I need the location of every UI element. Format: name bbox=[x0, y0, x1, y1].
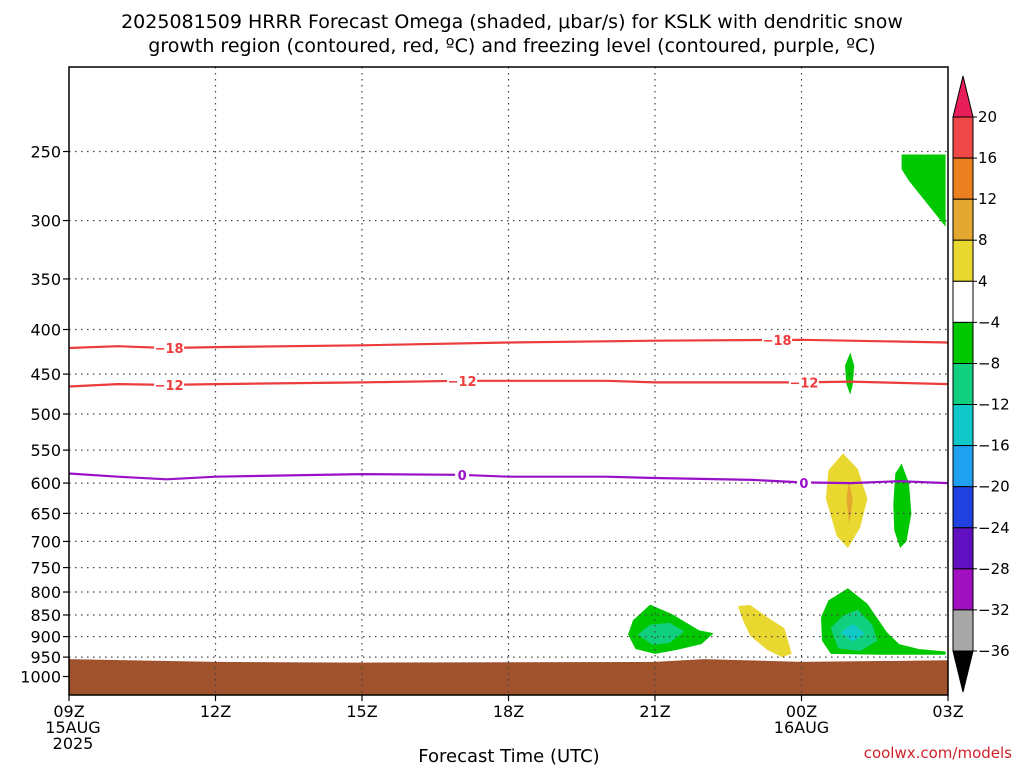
colorbar-label-5: −4 bbox=[978, 313, 1000, 331]
contour-label--18-1: −18 bbox=[763, 334, 792, 349]
omega-region-6 bbox=[637, 622, 685, 645]
x-tick-label-12-1: 21Z bbox=[639, 702, 670, 721]
x-tick-label-6-1: 15Z bbox=[346, 702, 377, 721]
y-tick-label-750: 750 bbox=[30, 559, 61, 578]
colorbar-label-13: −36 bbox=[978, 642, 1010, 660]
colorbar-label-6: −8 bbox=[978, 355, 1000, 373]
contour-label-bg-0-1 bbox=[796, 475, 811, 491]
contour-label-bg--12-1 bbox=[447, 372, 478, 388]
x-axis-label: Forecast Time (UTC) bbox=[418, 746, 599, 767]
colorbar: 20 16 12 8 4 −4 −8 −12 −16 −20 −24 −28 −32 −36 bbox=[952, 75, 1010, 693]
colorbar-label-8: −16 bbox=[978, 437, 1010, 455]
colorbar-label-0: 20 bbox=[978, 108, 997, 126]
colorbar-box-13 bbox=[952, 609, 974, 652]
omega-region-3 bbox=[846, 481, 853, 525]
y-tick-label-950: 950 bbox=[30, 648, 61, 667]
x-tick-label-18-1: 03Z bbox=[932, 702, 963, 721]
x-tick-label-0-3: 2025 bbox=[53, 734, 94, 753]
y-tick-label-900: 900 bbox=[30, 628, 61, 647]
contour-line--18 bbox=[68, 338, 949, 350]
colorbar-label-10: −24 bbox=[978, 519, 1010, 537]
y-tick-label-550: 550 bbox=[30, 441, 61, 460]
omega-region-0 bbox=[901, 154, 946, 227]
colorbar-top-triangle bbox=[952, 75, 974, 118]
colorbar-box-6 bbox=[952, 321, 974, 364]
x-tick-label-15-1: 00Z bbox=[786, 702, 817, 721]
colorbar-bottom-triangle bbox=[952, 650, 974, 693]
colorbar-box-12 bbox=[952, 568, 974, 611]
colorbar-label-11: −28 bbox=[978, 560, 1010, 578]
omega-region-10 bbox=[840, 623, 865, 642]
colorbar-box-1 bbox=[952, 116, 974, 159]
x-tick-label-0-2: 15AUG bbox=[45, 718, 100, 737]
y-tick-label-400: 400 bbox=[30, 321, 61, 340]
contour-label-bg--12-2 bbox=[788, 374, 819, 390]
contour-label--12-2: −12 bbox=[789, 376, 818, 391]
chart-title-line-2: growth region (contoured, red, ºC) and f… bbox=[148, 35, 875, 57]
credit-text: coolwx.com/models bbox=[864, 744, 1012, 762]
colorbar-label-12: −32 bbox=[978, 601, 1010, 619]
x-tick-label-15-2: 16AUG bbox=[774, 718, 829, 737]
y-tick-label-350: 350 bbox=[30, 270, 61, 289]
colorbar-box-4 bbox=[952, 239, 974, 282]
contour-label-bg--18-1 bbox=[762, 331, 793, 347]
colorbar-label-3: 8 bbox=[978, 231, 988, 249]
y-tick-label-250: 250 bbox=[30, 143, 61, 162]
colorbar-box-9 bbox=[952, 445, 974, 488]
omega-region-4 bbox=[893, 463, 912, 548]
contour-label-bg--18-0 bbox=[154, 339, 185, 355]
colorbar-label-4: 4 bbox=[978, 272, 988, 290]
contour-label-0-1: 0 bbox=[799, 477, 808, 492]
y-tick-label-600: 600 bbox=[30, 474, 61, 493]
colorbar-label-1: 16 bbox=[978, 149, 997, 167]
y-tick-label-1000: 1000 bbox=[20, 668, 61, 687]
y-tick-label-650: 650 bbox=[30, 504, 61, 523]
colorbar-box-2 bbox=[952, 157, 974, 200]
plot-area: −18 −18 −12 −12 −12 0 0 250 300 350 400 450 500 550 60… bbox=[20, 66, 964, 753]
y-tick-label-300: 300 bbox=[30, 212, 61, 231]
chart-title-line-1: 2025081509 HRRR Forecast Omega (shaded, … bbox=[121, 11, 903, 33]
x-tick-label-3-1: 12Z bbox=[200, 702, 231, 721]
contour-label-bg--12-0 bbox=[154, 376, 185, 392]
colorbar-box-10 bbox=[952, 486, 974, 529]
contour-label-0-0: 0 bbox=[458, 469, 467, 484]
contour-label--12-0: −12 bbox=[155, 379, 184, 394]
colorbar-label-7: −12 bbox=[978, 396, 1010, 414]
terrain-fill bbox=[69, 659, 948, 695]
x-tick-label-0-1: 09Z bbox=[53, 702, 84, 721]
colorbar-box-3 bbox=[952, 198, 974, 241]
y-tick-label-700: 700 bbox=[30, 532, 61, 551]
omega-region-2 bbox=[825, 453, 868, 548]
contour-label--18-0: −18 bbox=[155, 342, 184, 357]
x-tick-label-9-1: 18Z bbox=[493, 702, 524, 721]
y-tick-label-800: 800 bbox=[30, 583, 61, 602]
colorbar-box-5 bbox=[952, 280, 974, 323]
colorbar-box-8 bbox=[952, 404, 974, 447]
contour-line-0 bbox=[68, 472, 949, 485]
colorbar-label-9: −20 bbox=[978, 478, 1010, 496]
contour-label--12-1: −12 bbox=[448, 375, 477, 390]
y-tick-label-500: 500 bbox=[30, 405, 61, 424]
colorbar-label-2: 12 bbox=[978, 190, 997, 208]
y-tick-label-450: 450 bbox=[30, 365, 61, 384]
y-tick-label-850: 850 bbox=[30, 606, 61, 625]
colorbar-box-7 bbox=[952, 363, 974, 406]
omega-region-7 bbox=[738, 605, 792, 658]
contour-label-bg-0-0 bbox=[455, 466, 470, 482]
colorbar-box-11 bbox=[952, 527, 974, 570]
